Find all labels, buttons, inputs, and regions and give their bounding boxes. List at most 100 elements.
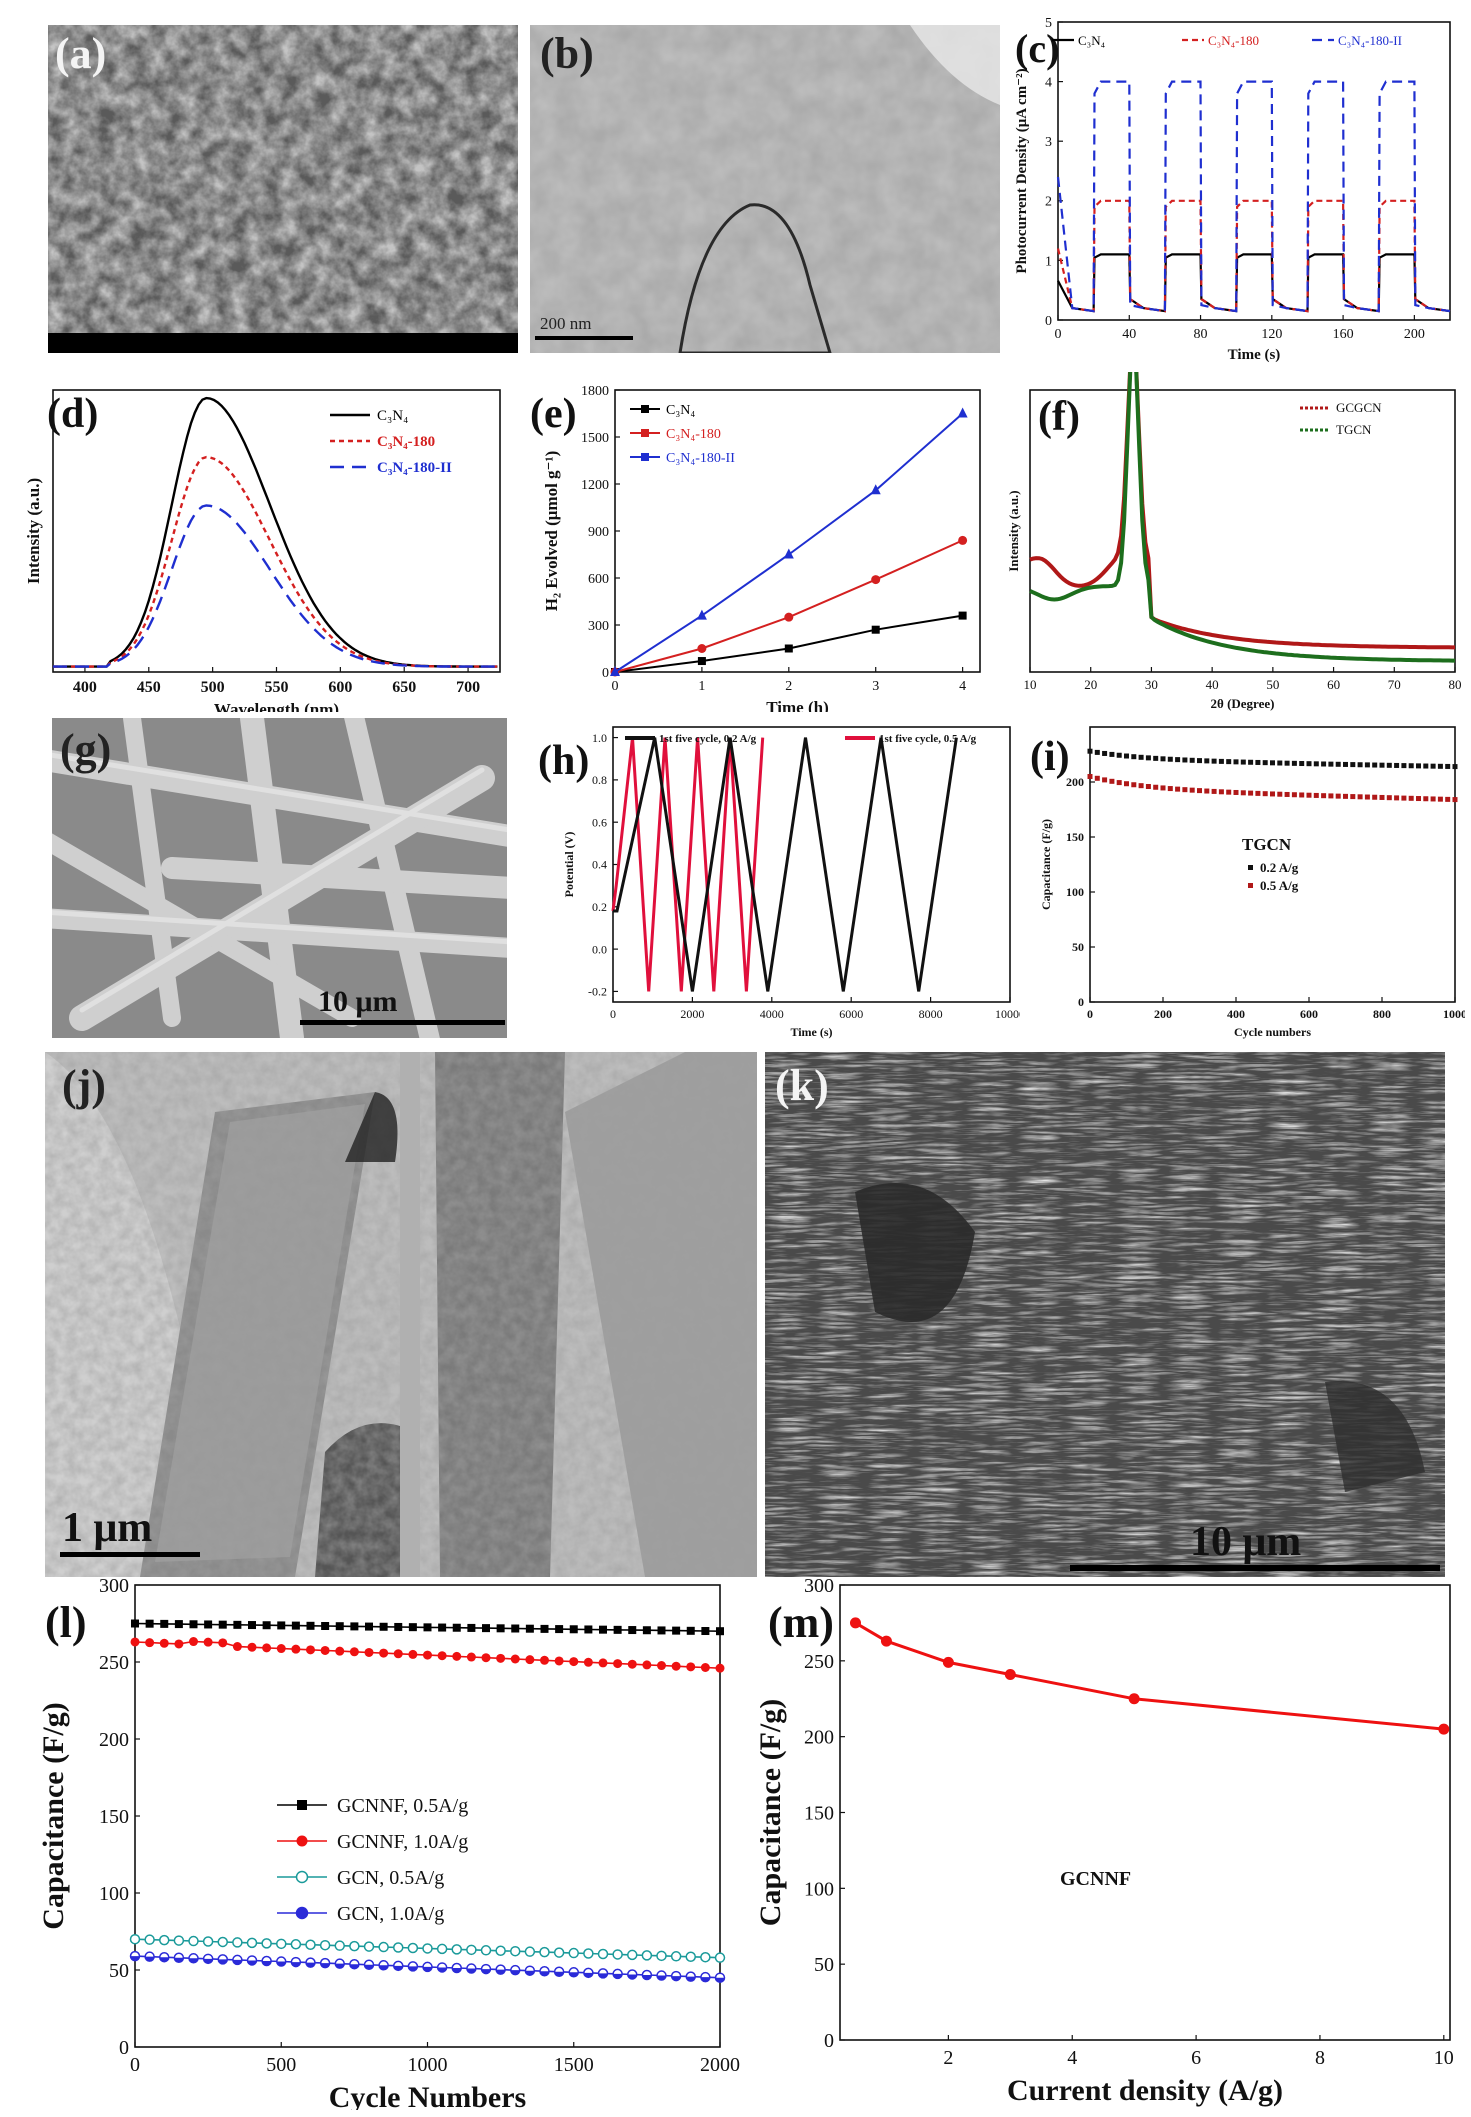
- data-point: [189, 1620, 198, 1629]
- data-point-half: [510, 1970, 520, 1975]
- data-point-half: [408, 1966, 418, 1971]
- y-tick-label: 250: [99, 1652, 129, 1674]
- series-line-0: [854, 1621, 1444, 1731]
- data-point: [174, 1620, 183, 1629]
- data-point: [871, 625, 880, 634]
- chart-d: 400 450 500 550 600 650 700 Wavelength (nm) Inte…: [15, 372, 510, 719]
- data-point-half: [335, 1963, 345, 1969]
- y-tick-label: 0: [602, 666, 609, 681]
- y-tick-label: 2: [1045, 195, 1052, 210]
- x-tick-label: 80: [1194, 327, 1208, 342]
- data-point: [423, 1623, 432, 1632]
- data-point: [1204, 758, 1210, 764]
- data-point: [1284, 791, 1290, 797]
- x-axis-label: Time (s): [790, 1025, 832, 1039]
- y-tick-label: 250: [804, 1651, 834, 1673]
- data-point-half: [715, 1977, 725, 1983]
- data-point: [1445, 796, 1451, 802]
- x-tick-label: 400: [1227, 1007, 1245, 1021]
- panel-label: (h): [538, 738, 589, 784]
- data-point: [1087, 774, 1093, 779]
- chart-e: 0 1 2 3 4 0 300 600 900 1200 1500 1800 Time (h) H₂ Ev…: [520, 372, 990, 717]
- data-point: [291, 1621, 300, 1630]
- data-point-half: [349, 1964, 359, 1969]
- legend-label: C₃N₄-180: [1208, 33, 1259, 48]
- x-tick-label: 650: [392, 679, 416, 696]
- data-point: [1452, 797, 1458, 803]
- panel-label: (m): [768, 1598, 834, 1647]
- x-tick-label: 0: [610, 1007, 616, 1021]
- data-point: [306, 1621, 315, 1630]
- tem-image-b-texture: [530, 25, 1000, 353]
- data-point: [539, 1946, 550, 1958]
- series-line-2: [1056, 80, 1451, 313]
- data-point: [1145, 783, 1151, 789]
- data-point: [174, 1639, 184, 1649]
- data-point: [321, 1622, 330, 1631]
- y-axis-label: Intensity (a.u.): [24, 478, 43, 584]
- data-point: [642, 1660, 652, 1670]
- data-point: [1211, 758, 1217, 764]
- data-point: [1124, 753, 1129, 759]
- data-point: [1437, 796, 1443, 802]
- data-point: [1386, 795, 1392, 801]
- data-point-half: [540, 1971, 549, 1976]
- data-point-half: [700, 1977, 710, 1982]
- data-point: [510, 1945, 521, 1957]
- data-point: [957, 407, 968, 418]
- data-point: [144, 1934, 155, 1945]
- series-line-2: [53, 504, 498, 668]
- x-tick-label: 50: [1266, 677, 1279, 692]
- data-point-half: [174, 1957, 184, 1963]
- legend-label: GCN, 0.5A/g: [337, 1867, 444, 1889]
- data-point: [584, 1625, 593, 1634]
- data-point: [1452, 764, 1458, 770]
- x-axis-label: 2θ (Degree): [1211, 696, 1275, 711]
- data-point: [379, 1648, 389, 1658]
- data-point: [613, 1625, 622, 1634]
- y-axis-label: H₂ Evolved (μmol g⁻¹): [542, 451, 561, 612]
- data-point: [1138, 754, 1144, 760]
- data-point: [1270, 760, 1275, 766]
- data-point-half: [291, 1962, 301, 1967]
- data-point: [716, 1627, 724, 1636]
- x-tick-label: 6000: [839, 1007, 863, 1021]
- data-point-half: [130, 1956, 140, 1961]
- scale-text-b: 200 nm: [540, 314, 592, 333]
- data-point-half: [642, 1975, 652, 1980]
- data-point: [1335, 793, 1341, 799]
- data-point: [422, 1943, 433, 1954]
- data-point: [1218, 758, 1224, 764]
- x-tick-label: 8000: [919, 1007, 943, 1021]
- y-tick-label: 0.4: [592, 858, 607, 872]
- y-tick-label: 0: [824, 2030, 834, 2052]
- data-point: [525, 1655, 535, 1665]
- chart-c: 0 40 80 120 160 200 0 1 2 3 4 5 Time (s) Photocurrent…: [1010, 10, 1465, 370]
- data-point: [1313, 761, 1319, 767]
- legend-label: GCGCN: [1336, 400, 1382, 415]
- data-point: [1416, 763, 1421, 769]
- data-point: [1328, 761, 1334, 767]
- scale-bar-k: [1070, 1565, 1440, 1571]
- legend-label: C₃N₄-180: [377, 434, 435, 450]
- y-tick-label: 150: [1066, 830, 1084, 844]
- annotation: TGCN: [1242, 835, 1292, 854]
- data-point: [482, 1624, 490, 1633]
- data-point: [569, 1657, 579, 1667]
- data-point: [524, 1946, 536, 1957]
- chart-i: 0 200 400 600 800 1000 0 50 100 150 200 Cycle numbe…: [1020, 712, 1467, 1047]
- data-point: [1160, 756, 1166, 762]
- data-point: [1197, 758, 1202, 764]
- x-tick-label: 4: [1067, 2047, 1077, 2069]
- data-point: [393, 1649, 403, 1659]
- x-tick-label: 550: [265, 679, 289, 696]
- data-point: [613, 1659, 623, 1669]
- x-tick-label: 120: [1261, 327, 1282, 342]
- data-point: [452, 1623, 461, 1632]
- plot-frame: [1057, 21, 1451, 321]
- data-point: [1401, 795, 1407, 801]
- data-point: [160, 1619, 169, 1628]
- sem-image-a: [48, 25, 518, 353]
- data-point: [1277, 760, 1283, 766]
- data-point: [1102, 777, 1108, 783]
